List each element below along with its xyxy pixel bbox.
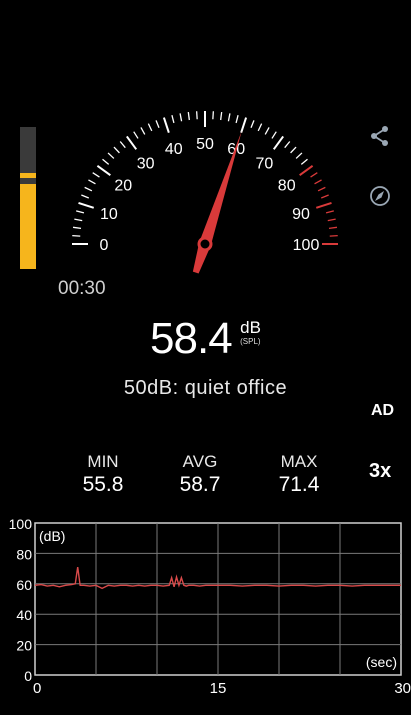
gauge-tick <box>155 120 160 129</box>
stat-min: MIN 55.8 <box>63 452 143 497</box>
gauge-tick <box>140 127 146 135</box>
gauge-tick <box>196 111 198 120</box>
share-icon[interactable] <box>369 125 391 147</box>
chart-y-tick-label: 40 <box>16 607 32 623</box>
gauge-tick <box>227 113 231 122</box>
current-reading: 58.4 dB (SPL) <box>0 314 411 364</box>
chart-y-axis-label: (dB) <box>39 528 65 544</box>
gauge-tick <box>325 210 334 214</box>
gauge-needle-hub <box>197 236 213 252</box>
gauge-tick <box>102 158 110 165</box>
gauge-tick <box>72 226 82 229</box>
gauge-tick <box>81 194 90 199</box>
gauge-tick <box>147 123 153 132</box>
gauge-tick <box>74 218 83 222</box>
compass-icon[interactable] <box>369 185 391 207</box>
gauge-tick <box>212 111 214 120</box>
gauge-tick-label: 70 <box>255 155 273 172</box>
chart-series-line <box>34 566 401 590</box>
reading-unit-sub: (SPL) <box>240 337 261 346</box>
gauge-tick <box>78 201 95 209</box>
gauge-tick <box>320 194 329 199</box>
gauge-tick <box>88 179 96 185</box>
elapsed-timer: 00:30 <box>58 278 106 299</box>
gauge-tick <box>329 235 338 237</box>
gauge-tick <box>133 131 139 139</box>
level-meter-fill <box>20 183 36 269</box>
noise-description: 50dB: quiet office <box>123 377 288 399</box>
gauge-tick <box>328 226 338 229</box>
chart-y-tick-label: 0 <box>24 668 32 684</box>
gauge-tick-label: 40 <box>165 141 183 158</box>
stat-max-value: 71.4 <box>278 473 320 496</box>
gauge-tick <box>295 152 303 159</box>
stat-max: MAX 71.4 <box>259 452 339 497</box>
stat-min-label: MIN <box>87 452 119 471</box>
gauge-tick <box>76 210 85 214</box>
gauge-tick <box>84 186 93 192</box>
gauge-tick-label: 30 <box>137 155 155 172</box>
gauge-tick-label: 50 <box>196 136 214 153</box>
reading-unit: dB <box>240 318 261 337</box>
gauge-tick-label: 90 <box>292 206 310 223</box>
gauge-tick <box>179 113 183 122</box>
gauge-tick <box>107 152 115 159</box>
chart-y-tick-label: 80 <box>16 546 32 562</box>
gauge-tick <box>327 218 336 222</box>
gauge-tick <box>310 172 318 178</box>
gauge-tick <box>314 179 322 185</box>
gauge-tick-label: 10 <box>100 206 118 223</box>
gauge-tick <box>113 146 120 154</box>
chart-y-tick-label: 100 <box>9 516 33 532</box>
gauge-tick <box>240 117 248 134</box>
chart-x-tick-label: 30 <box>394 680 411 697</box>
gauge-tick <box>171 115 175 124</box>
stat-avg-label: AVG <box>182 452 218 471</box>
sound-gauge: 0102030405060708090100 <box>72 111 338 274</box>
gauge-tick-label: 20 <box>114 178 132 195</box>
gauge-tick <box>92 172 100 178</box>
gauge-tick <box>284 141 291 149</box>
gauge-tick <box>264 127 270 135</box>
gauge-tick <box>119 141 126 149</box>
gauge-tick-label: 100 <box>293 237 320 254</box>
gauge-tick <box>257 123 263 132</box>
level-meter-peak <box>20 173 36 179</box>
reading-value: 58.4 <box>150 314 233 363</box>
ad-button[interactable]: AD <box>371 402 395 419</box>
stat-avg-value: 58.7 <box>179 473 221 496</box>
gauge-tick <box>317 186 326 192</box>
gauge-tick <box>290 146 297 154</box>
chart-x-axis-label: (sec) <box>366 654 397 670</box>
gauge-tick <box>126 135 138 150</box>
gauge-tick <box>271 131 277 139</box>
gauge-tick <box>96 165 111 177</box>
chart-x-tick-label: 0 <box>33 680 41 697</box>
chart-y-tick-label: 60 <box>16 577 32 593</box>
gauge-tick <box>220 111 223 121</box>
gauge-tick <box>72 235 81 237</box>
gauge-tick-label: 0 <box>100 237 109 254</box>
stat-min-value: 55.8 <box>82 473 124 496</box>
gauge-tick-label: 80 <box>278 178 296 195</box>
gauge-tick <box>235 115 239 124</box>
decibel-history-chart: 100 80 60 40 20 00 15 30 (dB) (sec) <box>9 516 411 697</box>
stat-max-label: MAX <box>280 452 318 471</box>
chart-x-tick-label: 15 <box>210 680 227 697</box>
gauge-tick <box>187 111 190 121</box>
speed-toggle-button[interactable]: 3x <box>369 460 392 482</box>
chart-y-tick-label: 20 <box>16 638 32 654</box>
gauge-tick <box>162 117 170 134</box>
gauge-tick <box>315 201 332 209</box>
reading-unit-group: dB (SPL) <box>240 318 261 347</box>
gauge-tick <box>299 165 314 177</box>
stat-avg: AVG 58.7 <box>160 452 240 497</box>
gauge-tick <box>300 158 308 165</box>
level-meter <box>20 127 36 269</box>
gauge-tick <box>250 120 255 129</box>
gauge-tick <box>272 135 284 150</box>
